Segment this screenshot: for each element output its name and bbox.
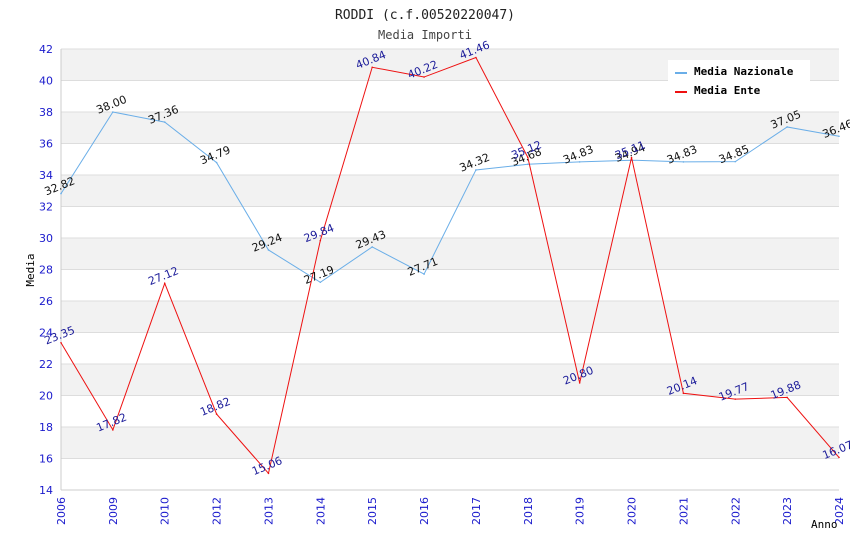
- series-line-media-ente: [60, 56, 840, 475]
- x-tick-label: 2018: [522, 497, 535, 525]
- data-point: [786, 396, 788, 399]
- data-point: [319, 281, 322, 284]
- x-tick-label: 2017: [470, 497, 483, 525]
- x-tick-label: 2021: [677, 497, 690, 525]
- chart-title: RODDI (c.f.00520220047): [335, 8, 515, 23]
- data-point: [838, 456, 840, 459]
- x-tick-label: 2012: [211, 497, 224, 525]
- data-point: [423, 76, 425, 78]
- x-tick-label: 2013: [262, 497, 275, 525]
- grid-band: [61, 427, 839, 459]
- legend-box: [668, 60, 810, 102]
- data-label: 34.79: [198, 143, 232, 167]
- data-point: [734, 160, 737, 163]
- x-tick-label: 2022: [729, 497, 742, 525]
- data-point: [578, 382, 581, 384]
- x-tick-label: 2006: [55, 497, 68, 525]
- grid-band: [61, 364, 839, 396]
- y-tick-label: 36: [39, 138, 53, 151]
- y-axis-label: Media: [24, 253, 37, 286]
- data-point: [786, 126, 788, 128]
- y-tick-label: 42: [39, 43, 53, 56]
- data-point: [215, 161, 218, 164]
- data-point: [319, 239, 322, 242]
- legend-label-media-nazionale: Media Nazionale: [694, 65, 794, 78]
- legend-label-media-ente: Media Ente: [694, 84, 761, 97]
- data-point: [682, 392, 685, 395]
- data-point: [215, 413, 218, 415]
- data-point: [60, 341, 62, 344]
- data-point: [163, 282, 166, 285]
- x-tick-label: 2014: [314, 497, 327, 525]
- x-tick-label: 2015: [366, 497, 379, 525]
- data-point: [267, 472, 270, 475]
- grid-band: [61, 112, 839, 144]
- y-tick-label: 26: [39, 295, 53, 308]
- data-point: [630, 156, 633, 159]
- x-tick-label: 2016: [418, 497, 431, 525]
- data-point: [112, 429, 114, 431]
- y-tick-label: 24: [39, 327, 53, 340]
- y-tick-label: 14: [39, 484, 53, 497]
- y-tick-label: 28: [39, 264, 53, 277]
- data-label: 34.83: [665, 143, 699, 167]
- x-axis-ticks: 2006 2009 2010 2012 2013 2014 2015 2016 2017 2018…: [55, 497, 846, 525]
- y-tick-label: 38: [39, 106, 53, 119]
- data-label: 34.32: [458, 151, 492, 175]
- y-tick-label: 30: [39, 232, 53, 245]
- grid-bands: [61, 49, 839, 459]
- x-axis-label: Anno: [811, 518, 838, 531]
- x-tick-label: 2024: [833, 497, 846, 525]
- y-tick-label: 16: [39, 453, 53, 466]
- y-axis-ticks: 14 16 18 20 22 24 26 28 30 32 34 36 38 40 42: [39, 43, 53, 497]
- data-point: [682, 161, 685, 163]
- data-point: [527, 156, 529, 159]
- x-tick-label: 2009: [107, 497, 120, 525]
- series-line-media-nazionale: [60, 111, 840, 283]
- gridlines: [60, 48, 839, 491]
- data-point: [475, 169, 477, 171]
- data-point: [371, 66, 374, 69]
- data-point: [578, 161, 581, 163]
- grid-band: [61, 301, 839, 333]
- grid-band: [61, 238, 839, 270]
- chart-subtitle: Media Importi: [378, 28, 472, 42]
- x-tick-label: 2023: [781, 497, 794, 525]
- y-tick-label: 40: [39, 75, 53, 88]
- legend: Media Nazionale Media Ente: [668, 60, 810, 102]
- y-tick-label: 18: [39, 421, 53, 434]
- y-tick-label: 20: [39, 390, 53, 403]
- data-point: [60, 192, 62, 195]
- x-tick-label: 2020: [626, 497, 639, 525]
- data-label: 34.83: [561, 143, 595, 167]
- y-tick-label: 32: [39, 201, 53, 214]
- x-tick-label: 2010: [159, 497, 172, 525]
- data-point: [423, 273, 425, 275]
- data-point: [475, 56, 477, 59]
- data-point: [838, 135, 840, 138]
- y-tick-label: 22: [39, 358, 53, 371]
- data-point: [112, 111, 114, 113]
- x-tick-label: 2019: [574, 497, 587, 525]
- data-label: 34.85: [717, 142, 751, 166]
- data-point: [371, 246, 374, 248]
- data-point: [163, 121, 166, 123]
- data-point: [527, 163, 529, 166]
- data-label: 18.82: [198, 395, 232, 419]
- grid-band: [61, 175, 839, 207]
- y-tick-label: 34: [39, 169, 53, 182]
- data-point: [734, 398, 737, 400]
- series-layer: [60, 56, 840, 475]
- data-point: [267, 249, 270, 251]
